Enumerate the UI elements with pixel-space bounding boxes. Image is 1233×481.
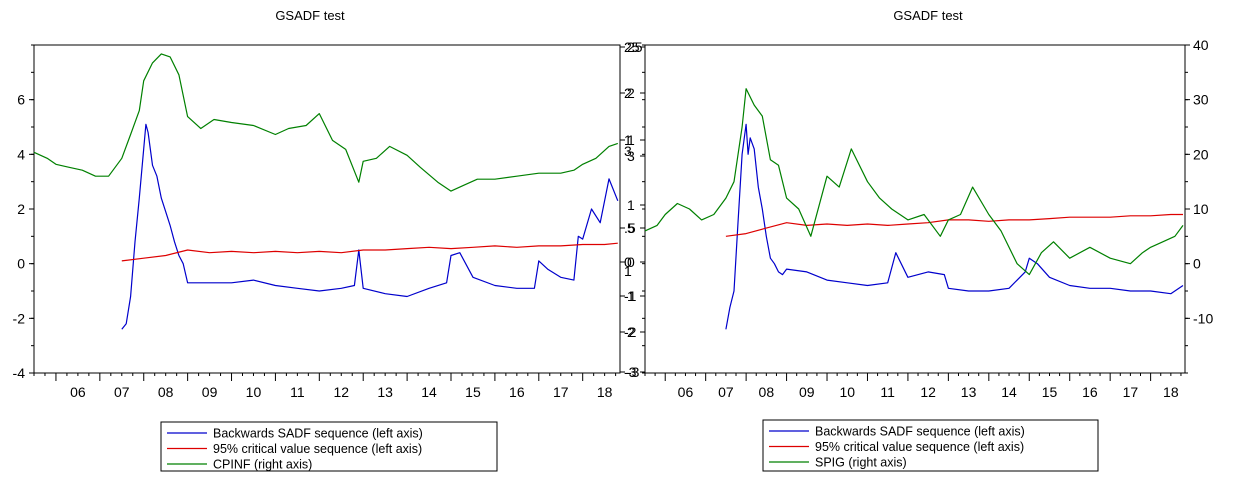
legend-entry: 95% critical value sequence (left axis) xyxy=(213,442,422,456)
x-tick-label: 07 xyxy=(114,384,130,400)
y-left-tick-label: -4 xyxy=(13,365,26,381)
y-right-tick-label: .5 xyxy=(624,220,636,236)
y-right-tick-label: -1 xyxy=(624,288,637,304)
x-tick-label: 07 xyxy=(718,384,734,400)
y-right-tick-label-overlap: 1 xyxy=(624,263,632,279)
x-tick-label: 17 xyxy=(553,384,569,400)
y-left-tick-label: 4 xyxy=(17,146,25,162)
series-line-3 xyxy=(33,53,618,192)
y-right-tick-label: 30 xyxy=(1193,92,1209,108)
y-left-overlap-label: 1 xyxy=(627,132,635,148)
series-line-1 xyxy=(725,123,1184,330)
series-line-2 xyxy=(725,213,1183,237)
y-right-tick-label: 20 xyxy=(1193,146,1209,162)
y-left-overlap-label: 2 xyxy=(627,324,635,340)
x-tick-label: 12 xyxy=(333,384,349,400)
legend-entry: Backwards SADF sequence (left axis) xyxy=(213,427,423,441)
y-left-overlap-label: 0 xyxy=(627,254,635,270)
y-right-tick-label: 0 xyxy=(624,254,632,270)
legend-box xyxy=(160,421,498,472)
x-tick-label: 10 xyxy=(246,384,262,400)
plot-frame xyxy=(33,44,621,374)
y-left-overlap-label: 3 xyxy=(627,148,635,164)
y-left-tick-label: 6 xyxy=(17,92,25,108)
x-tick-label: 18 xyxy=(1163,384,1179,400)
x-tick-label: 09 xyxy=(799,384,815,400)
y-right-tick-label: -3 xyxy=(624,364,637,380)
x-tick-label: 15 xyxy=(1042,384,1058,400)
x-tick-label: 08 xyxy=(759,384,775,400)
y-left-overlap-label: 1 xyxy=(627,288,635,304)
legend-entry: 95% critical value sequence (left axis) xyxy=(815,440,1024,454)
y-right-tick-label: -10 xyxy=(1193,310,1213,326)
x-tick-label: 11 xyxy=(290,384,305,400)
y-left-tick-label: 0 xyxy=(17,256,25,272)
y-left-overlap-label: 25 xyxy=(627,39,643,55)
y-right-tick-label: 0 xyxy=(1193,256,1201,272)
x-axis xyxy=(644,373,1182,381)
legend-box xyxy=(762,419,1099,472)
y-left-tick-label: -2 xyxy=(13,310,26,326)
x-tick-label: 12 xyxy=(920,384,936,400)
y-right-tick-label: 25 xyxy=(624,39,640,55)
x-tick-label: 13 xyxy=(377,384,393,400)
x-tick-label: 09 xyxy=(202,384,218,400)
y-right-tick-label: 2 xyxy=(624,85,632,101)
series-line-3 xyxy=(644,88,1184,276)
y-left-overlap-label: -3 xyxy=(627,364,640,380)
y-right-tick-label-overlap: 3 xyxy=(624,143,632,159)
x-tick-label: 06 xyxy=(678,384,694,400)
y-right-tick-label: 10 xyxy=(1193,201,1209,217)
y-left-overlap-label: 2 xyxy=(627,85,635,101)
chart-2 xyxy=(640,44,1190,472)
y-left-tick-label: 2 xyxy=(17,201,25,217)
y-right-tick-label: 1 xyxy=(624,132,632,148)
x-tick-label: 14 xyxy=(421,384,437,400)
y-right-tick-label: 40 xyxy=(1193,37,1209,53)
x-tick-label: 15 xyxy=(465,384,481,400)
legend-entry: CPINF (right axis) xyxy=(213,458,312,472)
x-tick-label: 17 xyxy=(1123,384,1139,400)
chart-1 xyxy=(29,44,625,472)
chart-title: GSADF test xyxy=(275,8,345,23)
x-tick-label: 16 xyxy=(509,384,525,400)
x-tick-label: 11 xyxy=(880,384,895,400)
x-tick-label: 14 xyxy=(1001,384,1017,400)
x-tick-label: 08 xyxy=(158,384,174,400)
x-axis xyxy=(33,373,617,381)
x-tick-label: 13 xyxy=(961,384,977,400)
x-tick-label: 18 xyxy=(597,384,613,400)
plot-frame xyxy=(644,44,1186,374)
x-tick-label: 10 xyxy=(839,384,855,400)
y-right-tick-label: -2 xyxy=(624,324,637,340)
x-tick-label: 16 xyxy=(1082,384,1098,400)
chart-title: GSADF test xyxy=(893,8,963,23)
legend-entry: SPIG (right axis) xyxy=(815,456,907,470)
y-left-overlap-label: 5 xyxy=(627,220,635,236)
y-left-overlap-label: 1 xyxy=(627,197,635,213)
x-tick-label: 06 xyxy=(70,384,86,400)
series-line-1 xyxy=(121,123,619,330)
legend-entry: Backwards SADF sequence (left axis) xyxy=(815,425,1025,439)
series-line-2 xyxy=(121,242,618,262)
